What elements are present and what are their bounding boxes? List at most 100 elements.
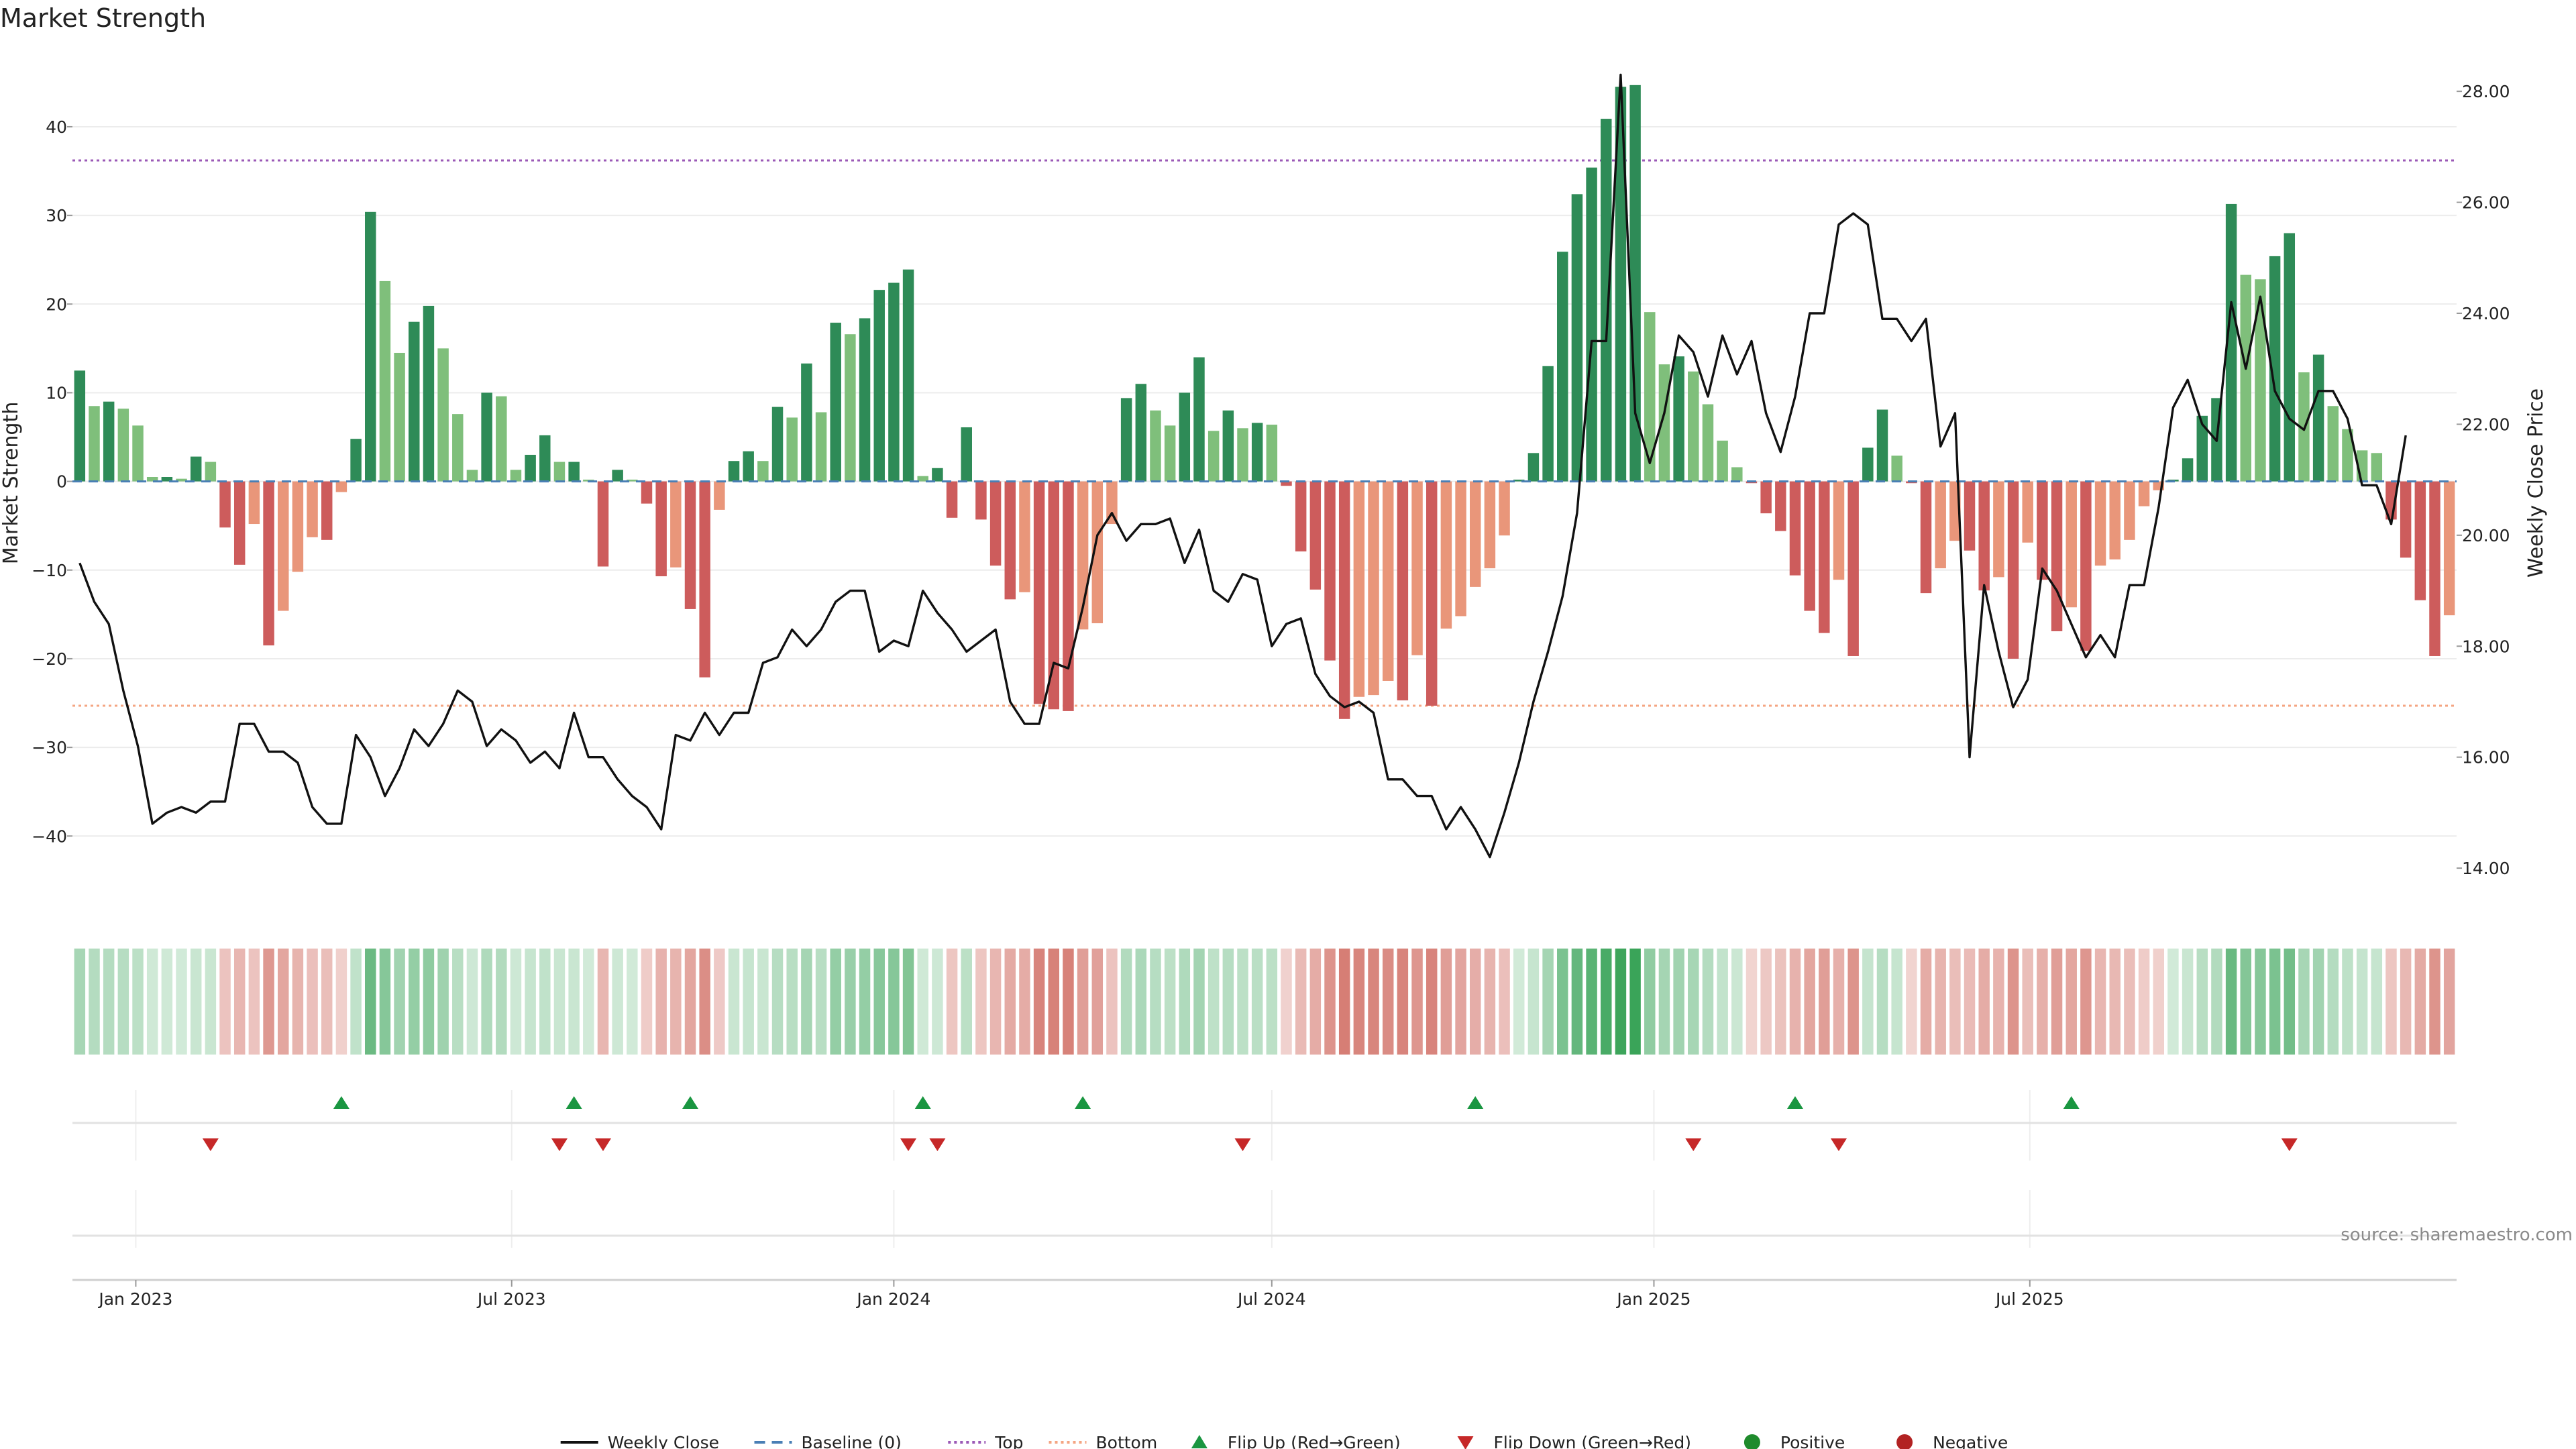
heat-cell: [176, 949, 187, 1055]
y-axis-left: −40 −30 −20 −10 0 10 20 30 40: [32, 117, 72, 846]
heat-cell: [1847, 949, 1859, 1055]
strength-bar: [961, 427, 972, 482]
x-axis: Jan 2023 Jul 2023 Jan 2024 Jul 2024 Jan 2025…: [72, 1279, 2457, 1309]
strength-bar: [902, 269, 914, 482]
strength-bar: [190, 456, 202, 482]
source-note: source: sharemaestro.com: [2341, 1225, 2573, 1245]
heat-cell: [74, 949, 86, 1055]
heat-cell: [714, 949, 725, 1055]
strength-bar: [1309, 481, 1322, 590]
heat-cell: [437, 949, 449, 1055]
strength-bar: [219, 481, 231, 528]
strength-bar: [597, 481, 609, 567]
strength-bar: [743, 451, 754, 482]
strength-bar: [117, 409, 129, 482]
x-tick-label: Jan 2023: [97, 1289, 172, 1309]
strength-bar: [1673, 356, 1684, 482]
heat-cell: [1658, 949, 1670, 1055]
strength-bar: [1731, 467, 1743, 482]
heat-cell: [1019, 949, 1030, 1055]
x-tick-label: Jul 2025: [1994, 1289, 2064, 1309]
x-tick-label: Jul 2024: [1236, 1289, 1306, 1309]
price-line-layer: [78, 73, 2407, 859]
heat-cell: [1819, 949, 1830, 1055]
strength-bar: [379, 280, 391, 482]
y-right-tick-label: 14.00: [2462, 859, 2510, 878]
heat-cell: [1527, 949, 1540, 1055]
strength-bar: [917, 476, 928, 482]
strength-bar: [1935, 481, 1946, 569]
heat-cell: [932, 949, 943, 1055]
heat-cell: [1208, 949, 1220, 1055]
legend-item: Bottom: [1049, 1433, 1157, 1449]
heat-cell: [2414, 949, 2426, 1055]
strength-bar: [496, 396, 507, 482]
strength-bar: [2429, 481, 2440, 656]
strength-bar: [1601, 119, 1612, 482]
strength-bar: [1469, 481, 1481, 587]
flip-up-marker: [914, 1096, 931, 1109]
strength-bar: [1353, 481, 1365, 697]
flip-up-marker: [1467, 1096, 1484, 1109]
strength-bar: [641, 481, 653, 504]
flip-down-marker: [929, 1138, 946, 1151]
strength-bar: [1397, 481, 1409, 701]
strength-bar: [1004, 481, 1016, 600]
strength-bar: [2284, 233, 2296, 482]
heat-cell: [1106, 949, 1118, 1055]
heat-cell: [219, 949, 231, 1055]
heat-cell: [525, 949, 536, 1055]
heat-cell: [161, 949, 173, 1055]
strength-bar: [1571, 194, 1583, 482]
strength-bar: [757, 461, 769, 482]
heat-cell: [423, 949, 435, 1055]
heat-cell: [1862, 949, 1874, 1055]
heat-cell: [1338, 949, 1350, 1055]
heat-cell: [1266, 949, 1278, 1055]
legend-flip-up-swatch: [1191, 1435, 1208, 1448]
heat-cell: [1906, 949, 1917, 1055]
strength-bar: [146, 477, 158, 482]
heat-cell: [2109, 949, 2121, 1055]
strength-bar: [1789, 481, 1801, 576]
strength-bar: [89, 406, 100, 482]
heat-cell: [2255, 949, 2266, 1055]
strength-bar: [1775, 481, 1786, 531]
heat-cell: [2284, 949, 2296, 1055]
heat-cell: [2371, 949, 2383, 1055]
heat-cell: [394, 949, 405, 1055]
y-right-tick-label: 20.00: [2462, 526, 2510, 545]
flip-down-marker: [594, 1138, 611, 1151]
heat-cell: [1935, 949, 1946, 1055]
heat-cell: [2124, 949, 2135, 1055]
strength-bar: [365, 211, 376, 482]
strength-bar: [1629, 85, 1641, 482]
heat-cell: [1804, 949, 1815, 1055]
heat-cell: [1077, 949, 1089, 1055]
strength-bar: [2065, 481, 2077, 608]
strength-bar: [1760, 481, 1772, 514]
heat-cell: [1281, 949, 1292, 1055]
heat-cell: [1644, 949, 1656, 1055]
heat-cell: [1688, 949, 1699, 1055]
y-left-tick-label: 0: [56, 472, 67, 492]
strength-bar: [1091, 481, 1104, 624]
strength-bar: [989, 481, 1002, 566]
heat-cell: [409, 949, 420, 1055]
strength-bar: [975, 481, 987, 520]
heat-cell: [612, 949, 623, 1055]
heat-cell: [1411, 949, 1423, 1055]
strength-bar: [1920, 481, 1932, 594]
strength-bar: [1833, 481, 1845, 580]
heat-cell: [2080, 949, 2092, 1055]
strength-bar: [1557, 252, 1568, 482]
heat-cell: [2167, 949, 2179, 1055]
strength-bar: [1251, 423, 1263, 482]
legend-label: Negative: [1933, 1433, 2008, 1449]
strength-bar: [1208, 431, 1220, 482]
strength-bar: [946, 481, 958, 518]
heat-cell: [597, 949, 609, 1055]
strength-bar: [612, 470, 623, 482]
heat-cell: [888, 949, 900, 1055]
flip-down-marker: [202, 1138, 219, 1151]
